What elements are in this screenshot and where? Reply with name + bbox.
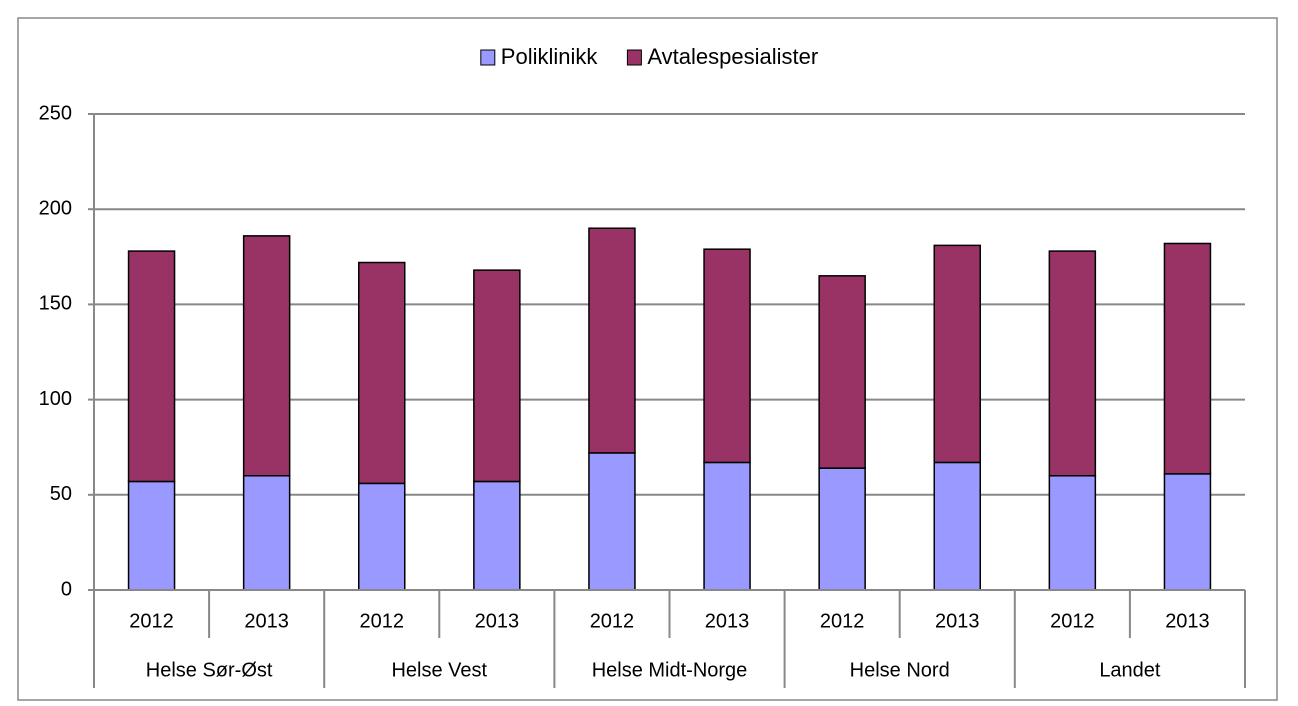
bar-segment [933,244,981,464]
bar-segment [127,250,176,483]
bar-segment [703,461,751,591]
bar-segment [473,269,521,483]
legend-swatch [480,49,496,66]
legend-swatch [626,49,642,66]
bar-segment [1163,242,1212,475]
y-tick-label: 50 [50,483,72,505]
bar-segment [933,461,981,591]
group-label: Helse Sør-Øst [146,659,273,681]
x-tick-label: 2012 [590,610,635,632]
x-tick-label: 2013 [935,610,980,632]
y-tick-label: 0 [61,578,72,600]
y-tick-label: 100 [39,388,72,410]
bar-segment [242,475,291,591]
bar-segment [588,227,636,454]
x-tick-label: 2013 [1165,610,1210,632]
x-tick-label: 2012 [820,610,865,632]
bar-segment [358,261,406,485]
bar-segment [1048,475,1097,591]
group-label: Helse Midt-Norge [592,659,748,681]
group-label: Helse Vest [391,659,487,681]
bar-segment [818,467,866,591]
x-tick-label: 2012 [1050,610,1095,632]
y-tick-label: 250 [39,102,72,124]
bar-segment [358,482,406,591]
x-tick-label: 2012 [360,610,405,632]
bar-segment [242,235,291,477]
x-tick-label: 2012 [129,610,174,632]
y-tick-label: 200 [39,197,72,219]
bar-segment [588,452,636,591]
x-tick-label: 2013 [244,610,289,632]
bar-segment [818,275,866,469]
legend-label: Avtalespesialister [647,44,818,69]
y-tick-label: 150 [39,293,72,315]
bar-segment [1048,250,1097,477]
legend-label: Poliklinikk [501,44,599,69]
group-label: Landet [1099,659,1161,681]
bar-segment [473,480,521,591]
bar-segment [1163,473,1212,591]
bar-segment [703,248,751,464]
x-tick-label: 2013 [705,610,750,632]
group-label: Helse Nord [850,659,950,681]
x-tick-label: 2013 [475,610,520,632]
bar-segment [127,480,176,591]
